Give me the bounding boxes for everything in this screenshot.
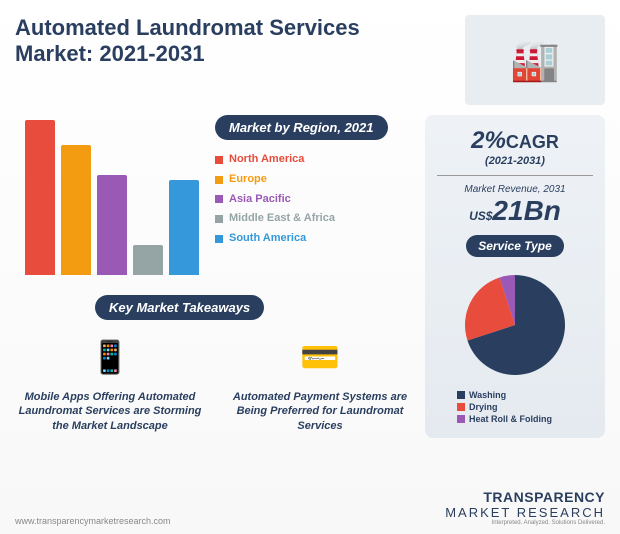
takeaway-icon: 💳 [295,332,345,382]
legend-text: Heat Roll & Folding [469,414,552,424]
bar [61,145,91,275]
revenue-prefix: US$ [469,209,492,223]
pie-legend-item: Washing [457,390,593,400]
legend-item: Europe [215,170,388,190]
pie-legend-item: Drying [457,402,593,412]
legend-item: North America [215,150,388,170]
legend-swatch [215,176,223,184]
header-illustration: 🏭 [465,15,605,105]
header: Automated Laundromat Services Market: 20… [15,15,605,105]
service-type-label: Service Type [466,235,564,257]
legend-swatch [457,391,465,399]
logo-line2: MARKET RESEARCH [445,505,605,520]
bar [97,175,127,275]
legend-item: Asia Pacific [215,190,388,210]
takeaway-icon: 📱 [85,332,135,382]
legend-swatch [457,403,465,411]
bar [169,180,199,275]
infographic-container: Automated Laundromat Services Market: 20… [0,0,620,534]
main-title: Automated Laundromat Services Market: 20… [15,15,435,68]
revenue-label: Market Revenue, 2031 [437,184,593,195]
bar [25,120,55,275]
region-chart-section: Market by Region, 2021 North AmericaEuro… [15,115,415,275]
content-row: Market by Region, 2021 North AmericaEuro… [15,115,605,438]
takeaways-label: Key Market Takeaways [95,295,264,320]
legend-item: Middle East & Africa [215,209,388,229]
logo-tagline: Interpreted. Analyzed. Solutions Deliver… [445,520,605,526]
service-pie-chart [460,270,570,380]
takeaway-item: 📱 Mobile Apps Offering Automated Laundrom… [15,332,205,433]
revenue-suffix: Bn [524,195,561,226]
cagr-period: (2021-2031) [437,155,593,167]
legend-text: North America [229,150,304,170]
takeaways-row: 📱 Mobile Apps Offering Automated Laundrom… [15,332,415,433]
legend-swatch [215,195,223,203]
takeaway-text: Mobile Apps Offering Automated Laundroma… [15,390,205,433]
footer-url: www.transparencymarketresearch.com [15,516,171,526]
footer: www.transparencymarketresearch.com TRANS… [15,489,605,526]
legend-text: Europe [229,170,267,190]
divider [437,175,593,176]
left-column: Market by Region, 2021 North AmericaEuro… [15,115,425,438]
takeaway-text: Automated Payment Systems are Being Pref… [225,390,415,433]
bar [133,245,163,275]
revenue-number: 21 [492,195,523,226]
takeaway-item: 💳 Automated Payment Systems are Being Pre… [225,332,415,433]
pie-legend-item: Heat Roll & Folding [457,414,593,424]
legend-swatch [215,215,223,223]
logo: TRANSPARENCY MARKET RESEARCH Interpreted… [445,489,605,526]
legend-text: Washing [469,390,506,400]
legend-item: South America [215,229,388,249]
region-chart-meta: Market by Region, 2021 North AmericaEuro… [215,115,388,249]
legend-swatch [215,235,223,243]
legend-text: Middle East & Africa [229,209,335,229]
region-bar-chart [15,115,215,275]
legend-text: Drying [469,402,498,412]
legend-swatch [215,156,223,164]
revenue-value: US$21Bn [437,195,593,227]
cagr-label: CAGR [506,132,559,152]
service-pie-legend: Washing Drying Heat Roll & Folding [437,390,593,424]
region-chart-label: Market by Region, 2021 [215,115,388,140]
logo-line1: TRANSPARENCY [445,489,605,505]
legend-swatch [457,415,465,423]
cagr-value: 2% [471,127,506,154]
cagr-block: 2%CAGR (2021-2031) [437,127,593,167]
legend-text: South America [229,229,306,249]
right-column: 2%CAGR (2021-2031) Market Revenue, 2031 … [425,115,605,438]
legend-text: Asia Pacific [229,190,291,210]
region-legend: North AmericaEuropeAsia PacificMiddle Ea… [215,150,388,249]
